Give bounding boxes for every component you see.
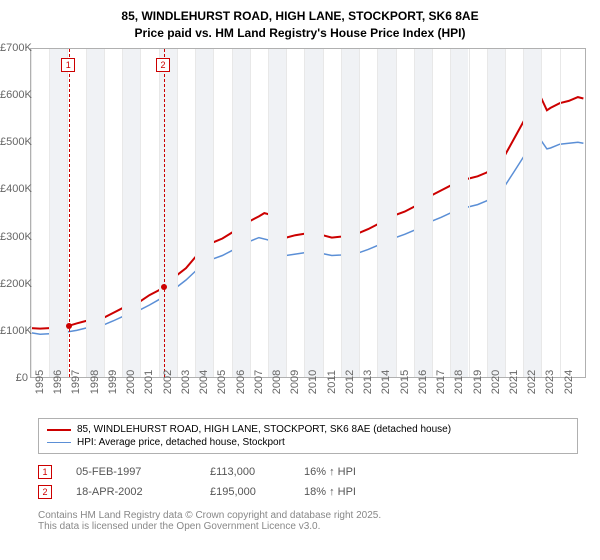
x-tick-label: 2012 (344, 370, 356, 394)
sale-row: 2 18-APR-2002 £195,000 18% ↑ HPI (38, 482, 356, 502)
license-text: Contains HM Land Registry data © Crown c… (38, 510, 381, 532)
legend-label: HPI: Average price, detached house, Stoc… (77, 437, 285, 448)
y-tick-label: £300K (0, 231, 28, 243)
x-tick-label: 2023 (544, 370, 556, 394)
x-tick-label: 1998 (89, 370, 101, 394)
chart-title: 85, WINDLEHURST ROAD, HIGH LANE, STOCKPO… (0, 0, 600, 42)
x-tick-label: 2019 (472, 370, 484, 394)
legend-item: HPI: Average price, detached house, Stoc… (47, 436, 569, 449)
legend-label: 85, WINDLEHURST ROAD, HIGH LANE, STOCKPO… (77, 424, 451, 435)
chart-container: 85, WINDLEHURST ROAD, HIGH LANE, STOCKPO… (0, 0, 600, 560)
marker-dot (161, 284, 167, 290)
x-tick-label: 2007 (253, 370, 265, 394)
x-tick-label: 2017 (435, 370, 447, 394)
x-tick-label: 2001 (143, 370, 155, 394)
legend-swatch (47, 442, 71, 444)
x-tick-label: 2015 (399, 370, 411, 394)
x-tick-label: 1995 (34, 370, 46, 394)
sale-delta: 16% ↑ HPI (304, 466, 356, 478)
x-tick-label: 2004 (198, 370, 210, 394)
legend-item: 85, WINDLEHURST ROAD, HIGH LANE, STOCKPO… (47, 423, 569, 436)
x-tick-label: 2021 (508, 370, 520, 394)
sales-table: 1 05-FEB-1997 £113,000 16% ↑ HPI 2 18-APR-200… (38, 462, 356, 502)
marker-box: 1 (61, 58, 75, 72)
sale-delta: 18% ↑ HPI (304, 486, 356, 498)
x-tick-label: 1996 (52, 370, 64, 394)
x-tick-label: 1997 (70, 370, 82, 394)
y-tick-label: £400K (0, 183, 28, 195)
x-tick-label: 2016 (417, 370, 429, 394)
title-line-1: 85, WINDLEHURST ROAD, HIGH LANE, STOCKPO… (0, 8, 600, 25)
y-tick-label: £100K (0, 325, 28, 337)
legend: 85, WINDLEHURST ROAD, HIGH LANE, STOCKPO… (38, 418, 578, 454)
x-tick-label: 2014 (380, 370, 392, 394)
x-tick-label: 2010 (307, 370, 319, 394)
marker-box: 2 (156, 58, 170, 72)
x-tick-label: 2013 (362, 370, 374, 394)
sale-row: 1 05-FEB-1997 £113,000 16% ↑ HPI (38, 462, 356, 482)
x-tick-label: 2018 (453, 370, 465, 394)
sale-date: 05-FEB-1997 (76, 466, 186, 478)
y-tick-label: £700K (0, 42, 28, 54)
y-tick-label: £200K (0, 278, 28, 290)
x-tick-label: 2005 (216, 370, 228, 394)
x-tick-label: 2009 (289, 370, 301, 394)
x-tick-label: 2022 (526, 370, 538, 394)
y-tick-label: £0 (0, 372, 28, 384)
x-tick-label: 2006 (235, 370, 247, 394)
sale-date: 18-APR-2002 (76, 486, 186, 498)
marker-dot (66, 323, 72, 329)
x-tick-label: 2024 (563, 370, 575, 394)
sale-marker-box: 1 (38, 465, 52, 479)
sale-price: £195,000 (210, 486, 280, 498)
title-line-2: Price paid vs. HM Land Registry's House … (0, 25, 600, 42)
sale-price: £113,000 (210, 466, 280, 478)
x-tick-label: 2011 (326, 370, 338, 394)
x-tick-label: 2008 (271, 370, 283, 394)
x-tick-label: 2003 (180, 370, 192, 394)
x-tick-label: 1999 (107, 370, 119, 394)
y-tick-label: £500K (0, 136, 28, 148)
sale-marker-box: 2 (38, 485, 52, 499)
legend-swatch (47, 429, 71, 431)
x-tick-label: 2002 (162, 370, 174, 394)
x-tick-label: 2020 (490, 370, 502, 394)
x-tick-label: 2000 (125, 370, 137, 394)
plot-area (30, 48, 586, 378)
y-tick-label: £600K (0, 89, 28, 101)
